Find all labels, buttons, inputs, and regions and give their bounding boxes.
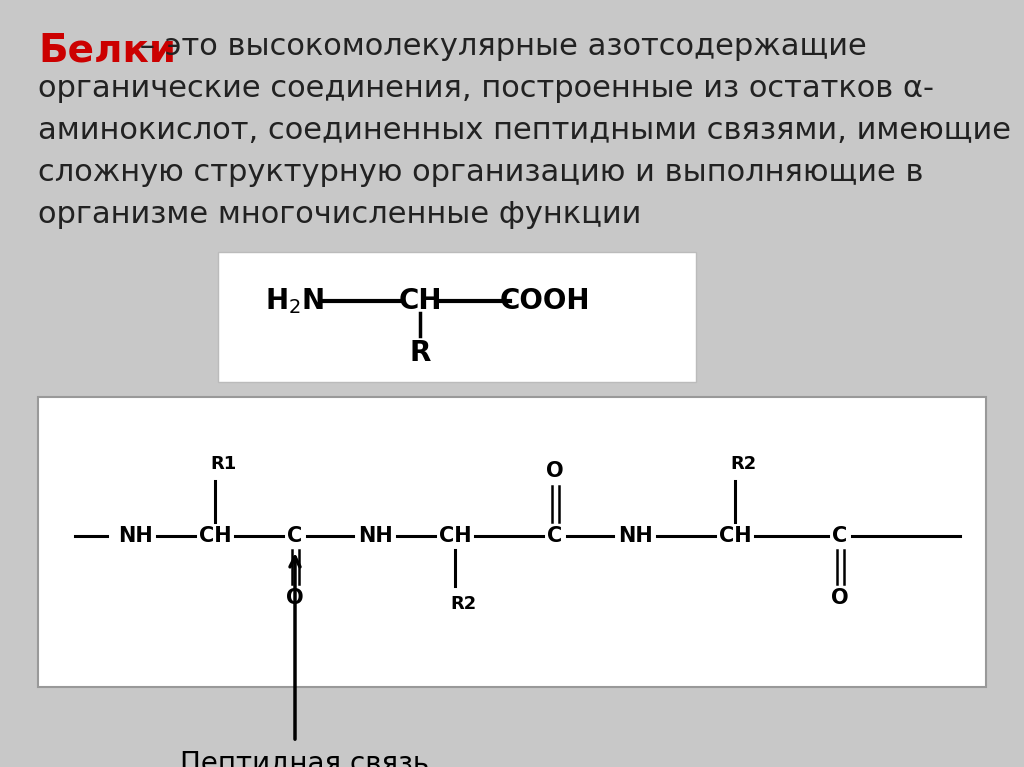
- Text: NH: NH: [617, 526, 652, 546]
- Text: COOH: COOH: [500, 288, 590, 315]
- Text: R: R: [410, 340, 431, 367]
- Text: CH: CH: [199, 526, 231, 546]
- Text: R2: R2: [730, 455, 756, 473]
- Text: – это высокомолекулярные азотсодержащие: – это высокомолекулярные азотсодержащие: [130, 32, 866, 61]
- Text: аминокислот, соединенных пептидными связями, имеющие: аминокислот, соединенных пептидными связ…: [38, 116, 1011, 145]
- Text: CH: CH: [438, 526, 471, 546]
- Text: H$_2$N: H$_2$N: [265, 287, 325, 316]
- Text: NH: NH: [118, 526, 153, 546]
- Text: O: O: [831, 588, 849, 608]
- Text: организме многочисленные функции: организме многочисленные функции: [38, 200, 641, 229]
- Text: R1: R1: [210, 455, 237, 473]
- Text: CH: CH: [719, 526, 752, 546]
- Text: C: C: [548, 526, 562, 546]
- Bar: [38, 397, 986, 687]
- Text: Белки: Белки: [38, 32, 176, 70]
- Text: Пептидная связь: Пептидная связь: [180, 749, 429, 767]
- Text: органические соединения, построенные из остатков α-: органические соединения, построенные из …: [38, 74, 934, 103]
- Text: O: O: [546, 461, 564, 481]
- Bar: [218, 252, 696, 382]
- Text: R2: R2: [450, 595, 476, 613]
- Text: O: O: [286, 588, 304, 608]
- Text: C: C: [833, 526, 848, 546]
- Text: C: C: [288, 526, 303, 546]
- Text: CH: CH: [398, 288, 441, 315]
- Text: NH: NH: [357, 526, 392, 546]
- Text: сложную структурную организацию и выполняющие в: сложную структурную организацию и выполн…: [38, 158, 924, 187]
